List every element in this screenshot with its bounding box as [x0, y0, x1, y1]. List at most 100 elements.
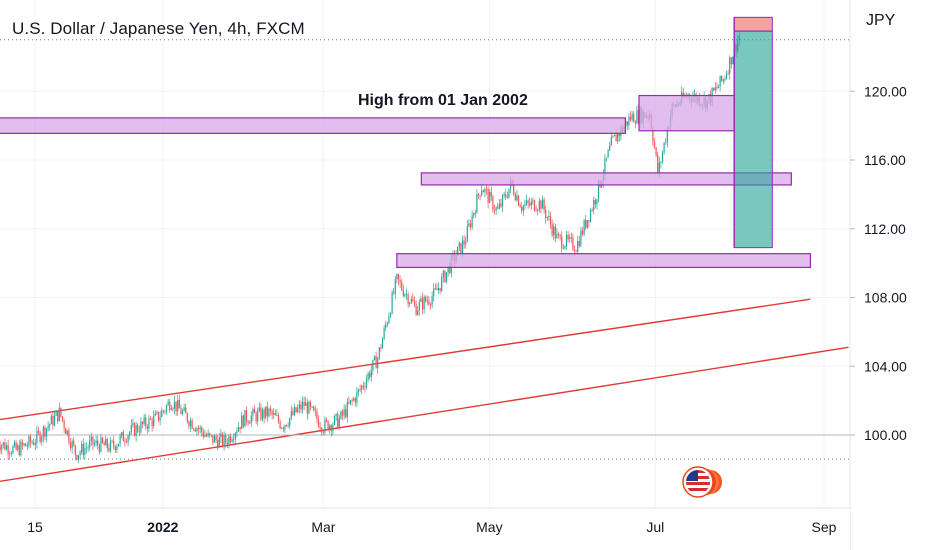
candle-body	[682, 92, 684, 98]
candle-body	[409, 302, 411, 305]
candle-body	[84, 448, 86, 456]
candle-body	[135, 425, 137, 436]
candle-body	[495, 207, 497, 211]
candle-body	[394, 279, 396, 294]
position-tool[interactable]	[733, 16, 773, 249]
candle-body	[111, 440, 113, 442]
candle-body	[197, 428, 200, 430]
candle-body	[357, 389, 360, 392]
candle-body	[61, 416, 64, 421]
candle-body	[727, 73, 729, 75]
candle-body	[229, 436, 232, 442]
candle-body	[490, 191, 492, 197]
candle-body	[585, 220, 587, 228]
candle-body	[265, 406, 267, 418]
candle-body	[551, 224, 553, 235]
candle-body	[101, 437, 104, 443]
candle-body	[564, 246, 566, 249]
stop-loss-zone	[733, 16, 773, 32]
candle-body	[261, 409, 264, 420]
candle-body	[199, 427, 201, 429]
candle-body	[583, 220, 585, 235]
time-axis-background	[0, 508, 850, 550]
candle-body	[77, 455, 80, 460]
candle-body	[429, 303, 432, 305]
candle-body	[605, 157, 608, 159]
candle-body	[341, 411, 344, 416]
candle-body	[402, 289, 404, 296]
candle-body	[724, 78, 726, 80]
candle-body	[332, 424, 334, 431]
candle-body	[63, 420, 65, 429]
candle-body	[556, 233, 558, 239]
candle-body	[26, 445, 28, 447]
candle-body	[492, 196, 494, 210]
candle-body	[202, 431, 204, 437]
profit-target-zone	[733, 30, 773, 249]
candle-body	[457, 246, 459, 256]
candle-body	[311, 406, 313, 408]
candle-body	[103, 442, 105, 446]
price-zone	[0, 117, 626, 134]
candle-body	[717, 86, 720, 89]
candle-body	[133, 423, 136, 436]
candle-body	[485, 188, 488, 190]
candle-body	[607, 150, 609, 158]
candle-body	[172, 408, 174, 410]
candle-body	[49, 424, 51, 427]
candle-body	[541, 199, 544, 209]
candle-body	[76, 454, 78, 460]
candle-body	[548, 216, 550, 218]
candle-body	[33, 442, 35, 445]
candle-body	[316, 411, 318, 420]
candle-body	[514, 194, 516, 201]
candle-body	[250, 415, 252, 424]
candle-body	[23, 443, 25, 446]
candle-body	[145, 417, 147, 427]
candle-body	[471, 215, 473, 228]
candle-body	[362, 385, 364, 388]
candle-body	[609, 145, 611, 151]
candle-body	[493, 209, 496, 211]
candle-body	[258, 407, 260, 412]
candle-body	[533, 200, 536, 211]
candle-body	[721, 75, 723, 81]
candle-body	[562, 248, 564, 249]
candle-body	[156, 412, 158, 414]
candle-body	[21, 441, 24, 446]
candle-body	[143, 417, 145, 425]
candle-body	[617, 133, 619, 142]
candle-body	[497, 207, 499, 209]
zones	[0, 94, 811, 269]
candle-body	[466, 226, 468, 242]
candle-body	[269, 408, 272, 411]
candle-body	[117, 443, 120, 447]
candle-body	[578, 240, 580, 247]
candle-body	[652, 128, 654, 142]
candle-body	[95, 440, 97, 444]
candle-body	[481, 190, 483, 196]
candle-body	[87, 447, 89, 449]
candle-body	[372, 359, 374, 370]
candle-body	[631, 113, 633, 120]
candle-body	[45, 428, 48, 437]
candle-body	[353, 398, 355, 401]
candle-body	[324, 419, 326, 433]
candle-body	[628, 116, 630, 126]
candle-body	[29, 436, 32, 443]
candle-body	[535, 210, 537, 212]
candle-body	[633, 113, 635, 123]
candle-body	[231, 439, 233, 442]
candle-body	[572, 237, 574, 250]
candle-body	[282, 427, 284, 430]
candle-body	[349, 400, 352, 404]
candle-body	[305, 402, 307, 406]
candle-body	[415, 303, 417, 315]
candle-body	[181, 410, 184, 414]
trendline	[0, 346, 849, 483]
candle-body	[71, 440, 73, 449]
us-flag-logo-icon[interactable]	[682, 462, 722, 502]
candle-body	[613, 134, 616, 137]
